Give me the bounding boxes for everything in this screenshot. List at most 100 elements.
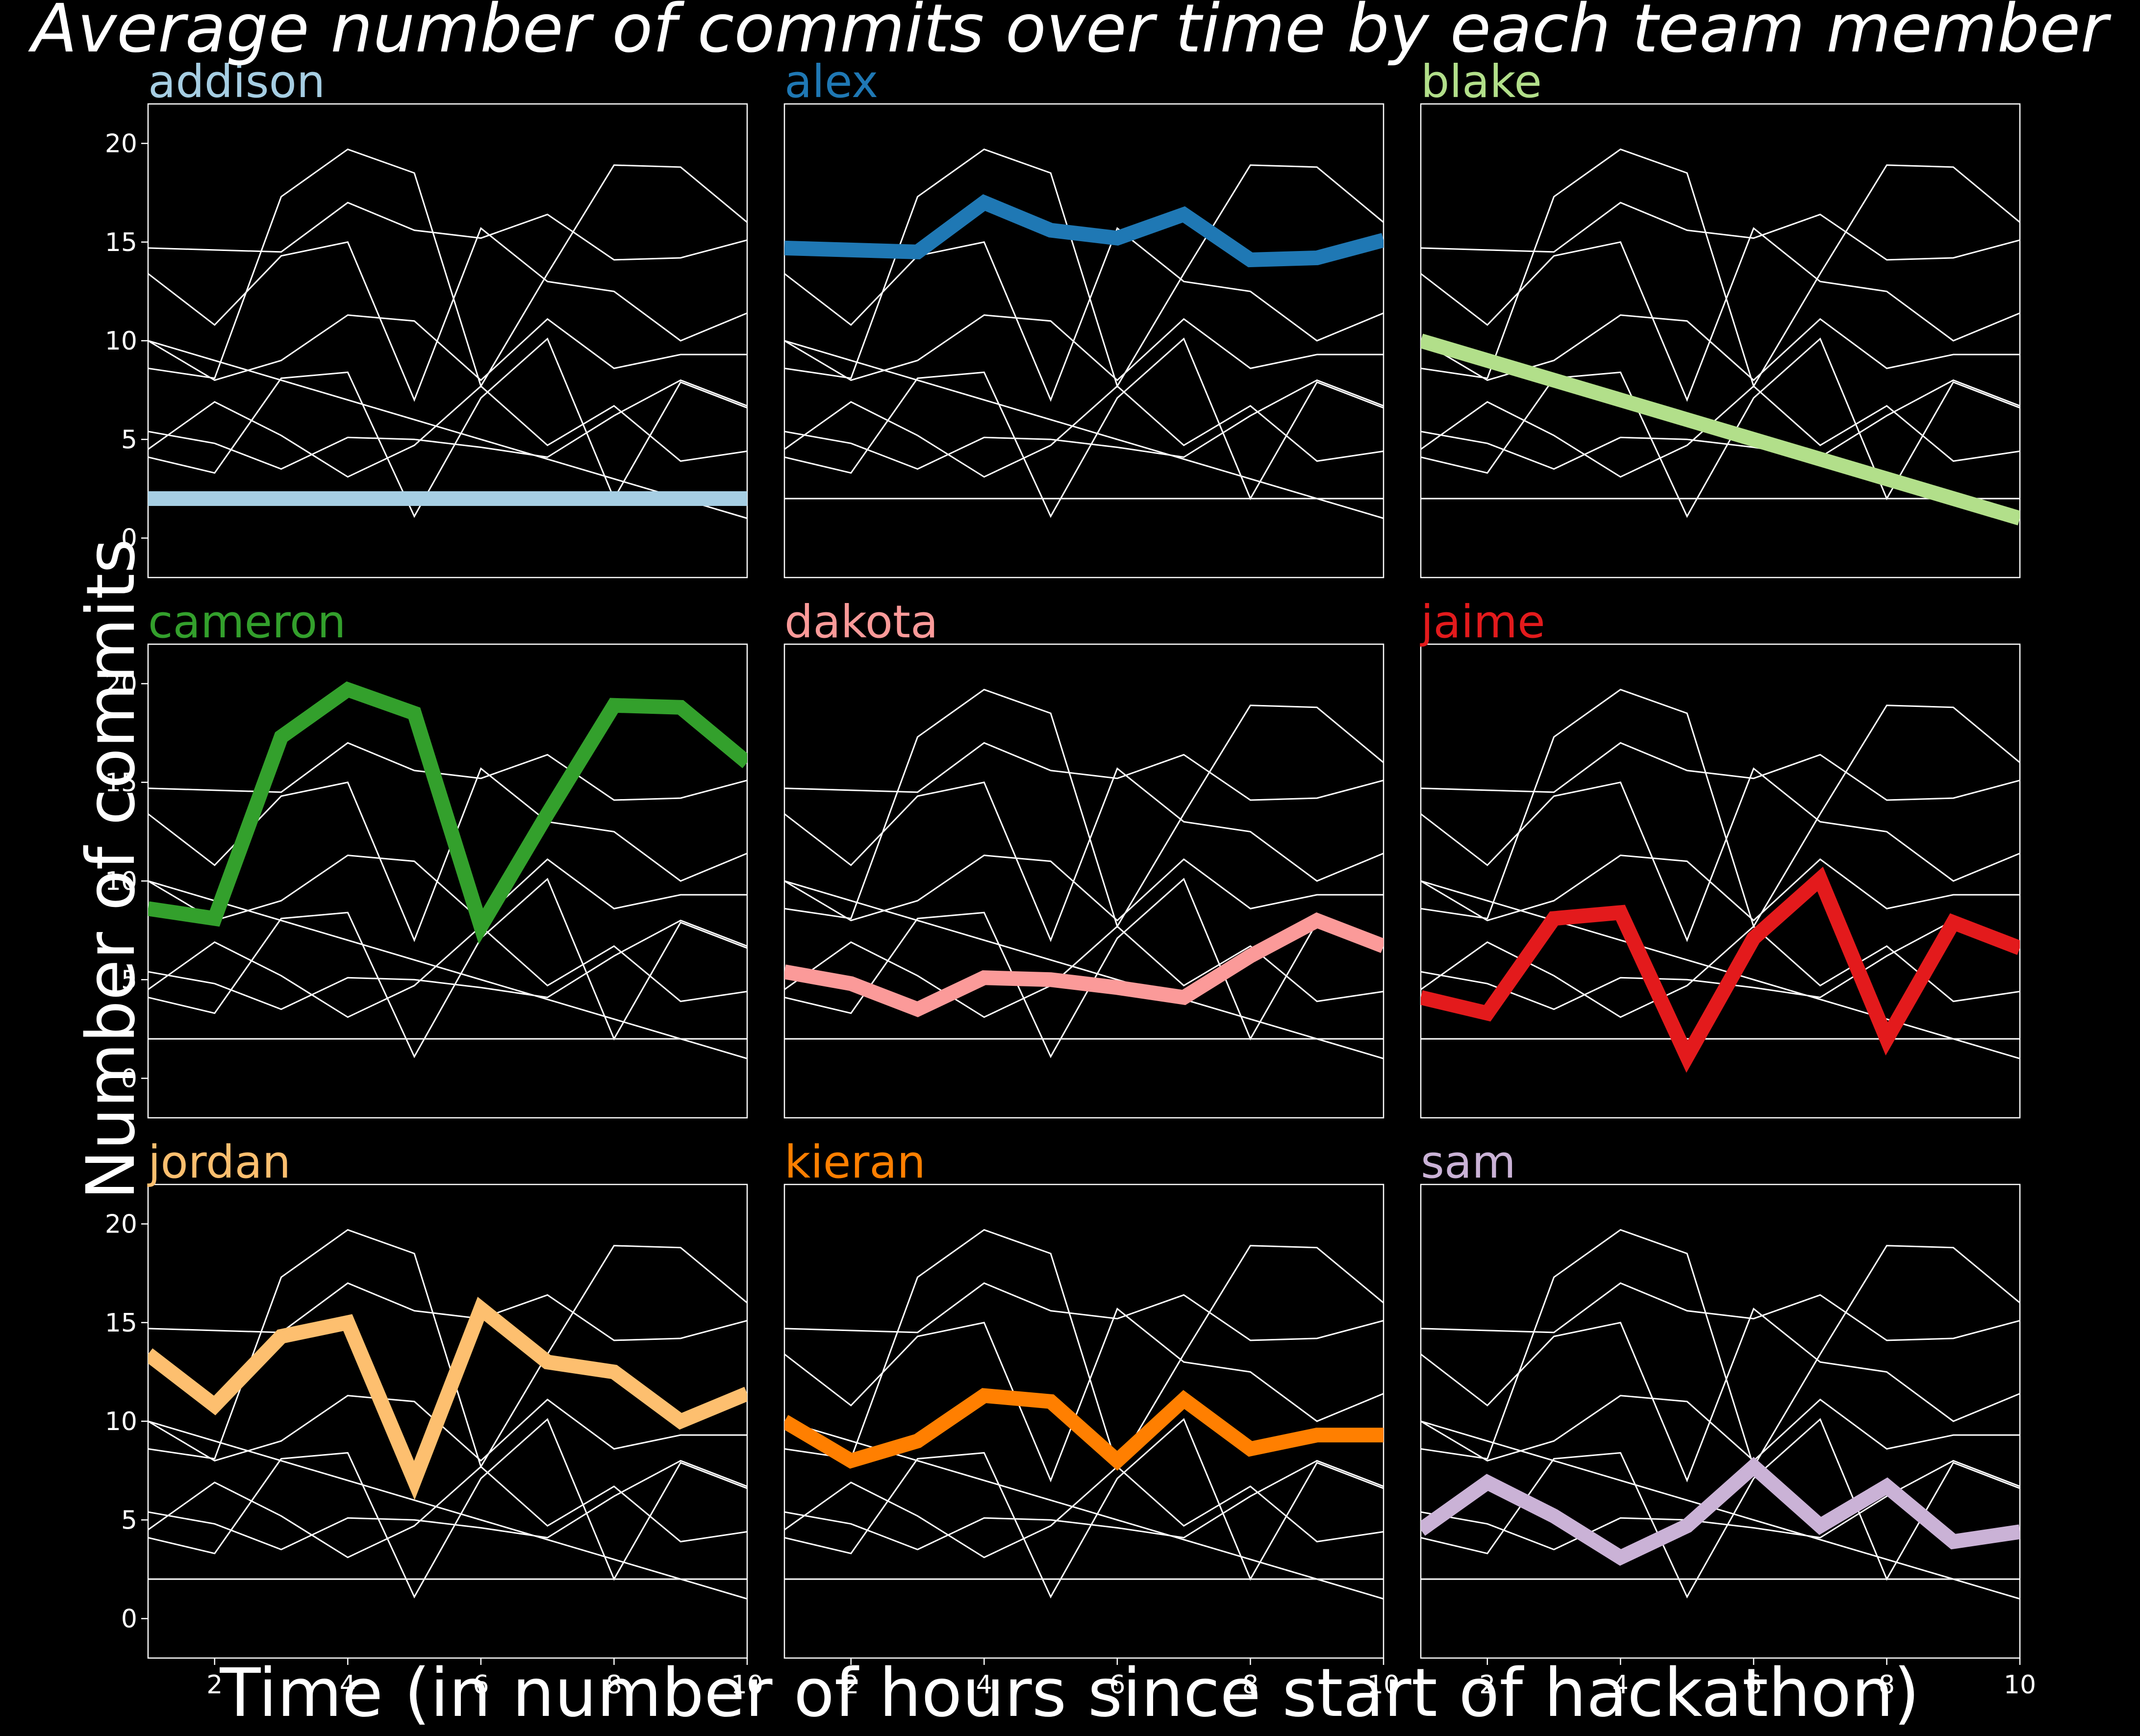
panel-frame [147, 1183, 748, 1659]
y-tick-label: 10 [105, 867, 137, 896]
panel-title-jaime: jaime [1420, 596, 1545, 648]
context-line-jaime [1421, 337, 2020, 518]
panel-title-jordan: jordan [147, 1136, 291, 1188]
context-line-dakota [148, 1459, 747, 1551]
context-line-jaime [784, 1418, 1384, 1599]
context-line-alex [148, 1282, 747, 1341]
series-line-alex [784, 194, 1384, 268]
panel-frame [783, 1183, 1385, 1659]
highlight [1421, 1457, 2020, 1566]
context-line-kieran [784, 855, 1384, 922]
context-line-dakota [1421, 1459, 2020, 1551]
y-tick-label: 20 [105, 129, 137, 159]
context-line-sam [784, 1465, 1384, 1559]
x-tick-label: 2 [843, 1670, 859, 1700]
context-line-jordan [784, 767, 1384, 942]
context-line-kieran [148, 314, 747, 381]
y-tick-label: 5 [121, 1506, 137, 1535]
panel-title-addison: addison [148, 55, 325, 108]
highlight [1421, 333, 2020, 526]
y-axis-label: Number of commits [73, 539, 150, 1200]
context-line-sam [148, 385, 747, 478]
highlight [784, 1388, 1384, 1471]
context-line-dakota [148, 919, 747, 1010]
panel-frame [1420, 1183, 2021, 1659]
x-tick-label: 6 [473, 1670, 489, 1700]
panel-jordan: jordan 0 5 10 15 20 2 4 6 8 10 [105, 1136, 763, 1700]
context-line-kieran [148, 855, 747, 922]
context-lines [784, 148, 1384, 519]
series-line-jordan [148, 1297, 747, 1500]
context-line-jordan [1421, 227, 2020, 402]
context-line-jaime [784, 878, 1384, 1058]
x-tick-label: 4 [340, 1670, 356, 1700]
context-line-alex [1421, 742, 2020, 801]
x-tick-label: 4 [976, 1670, 992, 1700]
context-line-cameron [784, 1229, 1384, 1469]
y-tick-label: 10 [105, 327, 137, 356]
x-tick-label: 8 [1242, 1670, 1259, 1700]
panel-title-kieran: kieran [784, 1136, 926, 1188]
panel-frame [783, 643, 1385, 1119]
context-line-jordan [1421, 767, 2020, 942]
context-line-kieran [148, 1395, 747, 1462]
panel-frame [1420, 643, 2021, 1119]
panel-title-sam: sam [1421, 1136, 1516, 1188]
panel-jaime: jaime [1420, 596, 2021, 1119]
context-line-sam [784, 385, 1384, 478]
context-line-alex [784, 1282, 1384, 1341]
series-line-kieran [784, 1388, 1384, 1471]
context-line-cameron [784, 148, 1384, 388]
panel-blake: blake [1420, 55, 2021, 579]
panel-frame [147, 103, 748, 579]
panel-title-dakota: dakota [784, 596, 938, 648]
context-line-cameron [1421, 1229, 2020, 1469]
x-tick-label: 8 [606, 1670, 622, 1700]
x-tick-label: 6 [1745, 1670, 1762, 1700]
chart-title: Average number of commits over time by e… [28, 0, 2112, 68]
context-line-kieran [1421, 855, 2020, 922]
context-line-jaime [148, 337, 747, 518]
x-tick-label: 10 [731, 1670, 763, 1700]
context-line-cameron [784, 688, 1384, 929]
context-line-jordan [1421, 1308, 2020, 1483]
x-tick-label: 4 [1612, 1670, 1629, 1700]
panel-frame [783, 103, 1385, 579]
y-tick-label: 10 [105, 1407, 137, 1436]
panel-frame [147, 643, 748, 1119]
context-line-alex [148, 201, 747, 261]
x-tick-label: 6 [1109, 1670, 1125, 1700]
series-line-cameron [148, 681, 747, 945]
context-line-jaime [148, 878, 747, 1058]
panel-title-alex: alex [784, 55, 878, 108]
x-axis-label: Time (in number of hours since start of … [219, 1655, 1919, 1732]
series-line-dakota [784, 912, 1384, 1017]
y-tick-label: 20 [105, 670, 137, 699]
context-line-alex [784, 742, 1384, 801]
panel-cameron: cameron 0 5 10 15 20 [105, 596, 748, 1119]
context-lines [148, 148, 747, 519]
highlight [148, 1297, 747, 1500]
context-line-alex [1421, 201, 2020, 261]
context-line-jordan [784, 227, 1384, 402]
highlight [784, 912, 1384, 1017]
context-line-cameron [1421, 148, 2020, 388]
y-tick-label: 15 [105, 228, 137, 257]
y-tick-label: 5 [121, 965, 137, 995]
context-line-dakota [1421, 379, 2020, 470]
context-line-sam [148, 925, 747, 1018]
context-line-kieran [1421, 1395, 2020, 1462]
highlight [148, 681, 747, 945]
x-tick-label: 2 [1479, 1670, 1495, 1700]
highlight [1421, 866, 2020, 1073]
y-tick-label: 15 [105, 1308, 137, 1338]
y-tick-label: 20 [105, 1210, 137, 1239]
context-line-sam [1421, 385, 2020, 478]
panel-title-cameron: cameron [148, 596, 346, 648]
panel-kieran: kieran 2 4 6 8 10 [783, 1136, 1400, 1700]
context-line-dakota [148, 379, 747, 470]
context-line-kieran [784, 314, 1384, 381]
x-tick-label: 8 [1879, 1670, 1895, 1700]
series-line-jaime [1421, 866, 2020, 1073]
panel-frame [1420, 103, 2021, 579]
